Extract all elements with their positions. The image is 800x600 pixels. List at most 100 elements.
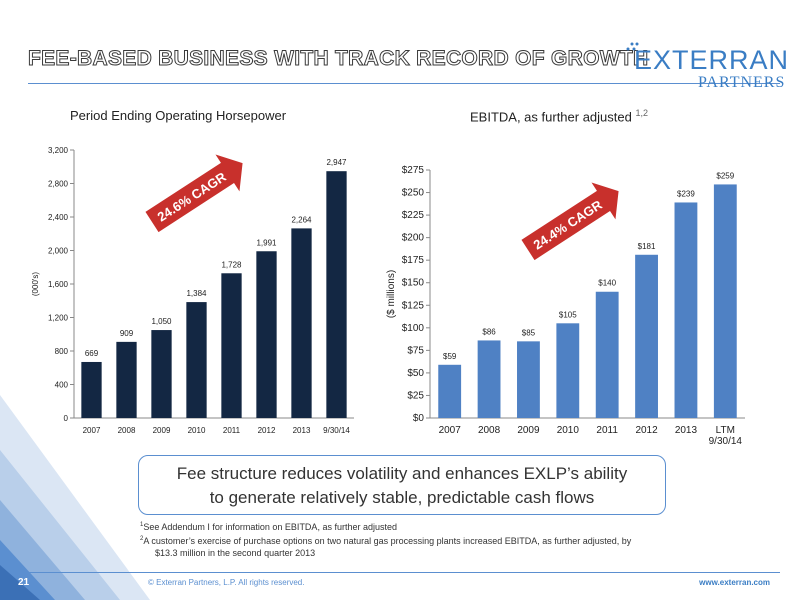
ebitda-x-tick-label: 9/30/14 bbox=[709, 436, 743, 447]
ebitda-data-label: $85 bbox=[522, 328, 536, 337]
hp-x-tick-label: 2013 bbox=[293, 426, 311, 435]
chart-title-ebitda: EBITDA, as further adjusted 1,2 bbox=[470, 108, 648, 125]
ebitda-y-tick-label: $275 bbox=[402, 165, 425, 176]
hp-y-tick-label: 2,000 bbox=[48, 247, 69, 256]
hp-bar bbox=[221, 273, 242, 418]
ebitda-y-tick-label: $100 bbox=[402, 323, 425, 334]
ebitda-cagr-arrow: 24.4% CAGR bbox=[521, 182, 619, 261]
hp-data-label: 1,050 bbox=[151, 317, 172, 326]
ebitda-y-tick-label: $0 bbox=[413, 413, 425, 424]
ebitda-x-tick-label: 2011 bbox=[596, 425, 618, 436]
ebitda-y-tick-label: $200 bbox=[402, 233, 425, 244]
ebitda-data-label: $259 bbox=[716, 171, 734, 180]
hp-data-label: 1,728 bbox=[221, 260, 242, 269]
callout-line-2: to generate relatively stable, predictab… bbox=[209, 488, 595, 507]
ebitda-y-tick-label: $150 bbox=[402, 278, 425, 289]
hp-x-tick-label: 2009 bbox=[153, 426, 171, 435]
ebitda-x-tick-label: 2012 bbox=[635, 425, 658, 436]
hp-x-tick-label: 2012 bbox=[258, 426, 276, 435]
slide-title: FEE-BASED BUSINESS WITH TRACK RECORD OF … bbox=[27, 47, 649, 71]
ebitda-data-label: $181 bbox=[638, 242, 656, 251]
ebitda-x-tick-label: 2008 bbox=[478, 425, 501, 436]
hp-cagr-arrow-shape bbox=[145, 154, 243, 233]
ebitda-bar bbox=[713, 184, 737, 418]
ebitda-y-axis-label: ($ millions) bbox=[386, 270, 397, 318]
chart-title-horsepower: Period Ending Operating Horsepower bbox=[70, 108, 287, 123]
ebitda-y-tick-label: $250 bbox=[402, 188, 425, 199]
website-link[interactable]: www.exterran.com bbox=[699, 578, 770, 587]
logo-wordmark: EXTERRAN bbox=[634, 45, 790, 75]
hp-bar bbox=[186, 302, 207, 418]
hp-data-label: 909 bbox=[120, 329, 134, 338]
ebitda-x-tick-label: LTM bbox=[716, 425, 735, 436]
ebitda-data-label: $59 bbox=[443, 352, 457, 361]
callout-line-1: Fee structure reduces volatility and enh… bbox=[176, 464, 628, 483]
logo-mark-icon bbox=[626, 42, 639, 51]
ebitda-y-tick-label: $50 bbox=[407, 368, 424, 379]
chart-title-superscript: 1,2 bbox=[635, 108, 648, 118]
title-divider bbox=[28, 83, 780, 84]
page-number: 21 bbox=[18, 577, 30, 588]
hp-data-label: 2,264 bbox=[291, 215, 312, 224]
ebitda-y-tick-label: $225 bbox=[402, 210, 425, 221]
hp-x-tick-label: 2008 bbox=[118, 426, 136, 435]
footnote-2-continued: $13.3 million in the second quarter 2013 bbox=[155, 548, 316, 558]
ebitda-bar bbox=[635, 254, 658, 418]
hp-cagr-arrow: 24.6% CAGR bbox=[145, 154, 243, 233]
hp-x-tick-label: 2011 bbox=[223, 426, 241, 435]
ebitda-bar bbox=[674, 202, 698, 418]
hp-y-tick-label: 400 bbox=[55, 381, 69, 390]
hp-data-label: 2,947 bbox=[326, 158, 347, 167]
hp-x-tick-label: 2007 bbox=[83, 426, 101, 435]
hp-cagr-label: 24.6% CAGR bbox=[155, 169, 230, 225]
footer-divider bbox=[28, 572, 780, 573]
footnote-2: 2A customer’s exercise of purchase optio… bbox=[140, 536, 632, 546]
ebitda-y-tick-label: $175 bbox=[402, 255, 425, 266]
ebitda-y-tick-label: $75 bbox=[407, 345, 424, 356]
hp-y-tick-label: 2,400 bbox=[48, 213, 69, 222]
ebitda-bar bbox=[517, 341, 540, 418]
ebitda-bar bbox=[556, 323, 580, 418]
hp-y-tick-label: 1,600 bbox=[48, 280, 69, 289]
hp-y-tick-label: 800 bbox=[55, 347, 69, 356]
ebitda-x-tick-label: 2009 bbox=[517, 425, 540, 436]
ebitda-bar bbox=[595, 291, 619, 418]
ebitda-cagr-arrow-shape bbox=[521, 182, 619, 261]
hp-data-label: 1,384 bbox=[186, 289, 207, 298]
hp-bar bbox=[291, 228, 312, 418]
ebitda-y-tick-label: $125 bbox=[402, 300, 425, 311]
ebitda-data-label: $86 bbox=[482, 327, 496, 336]
exterran-logo: EXTERRAN PARTNERS bbox=[620, 40, 788, 100]
callout-box: Fee structure reduces volatility and enh… bbox=[138, 455, 666, 515]
hp-bar bbox=[256, 251, 277, 418]
ebitda-bar bbox=[438, 364, 462, 418]
ebitda-cagr-label: 24.4% CAGR bbox=[531, 197, 606, 253]
ebitda-x-tick-label: 2010 bbox=[557, 425, 580, 436]
copyright: © Exterran Partners, L.P. All rights res… bbox=[148, 578, 305, 587]
ebitda-data-label: $239 bbox=[677, 189, 695, 198]
hp-bar bbox=[116, 341, 137, 418]
ebitda-data-label: $140 bbox=[598, 279, 616, 288]
ebitda-bar bbox=[477, 340, 501, 418]
horsepower-chart: 0 400 800 1,200 1,600 2,000 2,400 2,800 3,200 669… bbox=[31, 146, 354, 435]
hp-data-label: 1,991 bbox=[256, 238, 277, 247]
ebitda-data-label: $105 bbox=[559, 310, 577, 319]
ebitda-x-tick-label: 2013 bbox=[675, 425, 698, 436]
hp-y-tick-label: 2,800 bbox=[48, 180, 69, 189]
hp-y-tick-label: 3,200 bbox=[48, 146, 69, 155]
hp-x-tick-label: 9/30/14 bbox=[323, 426, 350, 435]
hp-data-label: 669 bbox=[85, 349, 99, 358]
hp-y-axis-label: (000's) bbox=[31, 272, 40, 297]
hp-y-tick-label: 0 bbox=[64, 414, 69, 423]
hp-bar bbox=[81, 361, 102, 418]
footnote-1: 1See Addendum I for information on EBITD… bbox=[140, 522, 397, 532]
hp-bar bbox=[326, 171, 347, 418]
hp-y-tick-label: 1,200 bbox=[48, 314, 69, 323]
logo-subtitle: PARTNERS bbox=[698, 74, 786, 91]
ebitda-x-tick-label: 2007 bbox=[439, 425, 462, 436]
ebitda-y-tick-label: $25 bbox=[407, 390, 424, 401]
ebitda-chart: $0 $25 $50 $75 $100 $125 $150 $175 $200 $225 $250 $… bbox=[386, 165, 745, 447]
hp-x-tick-label: 2010 bbox=[188, 426, 206, 435]
hp-bar bbox=[151, 330, 172, 418]
